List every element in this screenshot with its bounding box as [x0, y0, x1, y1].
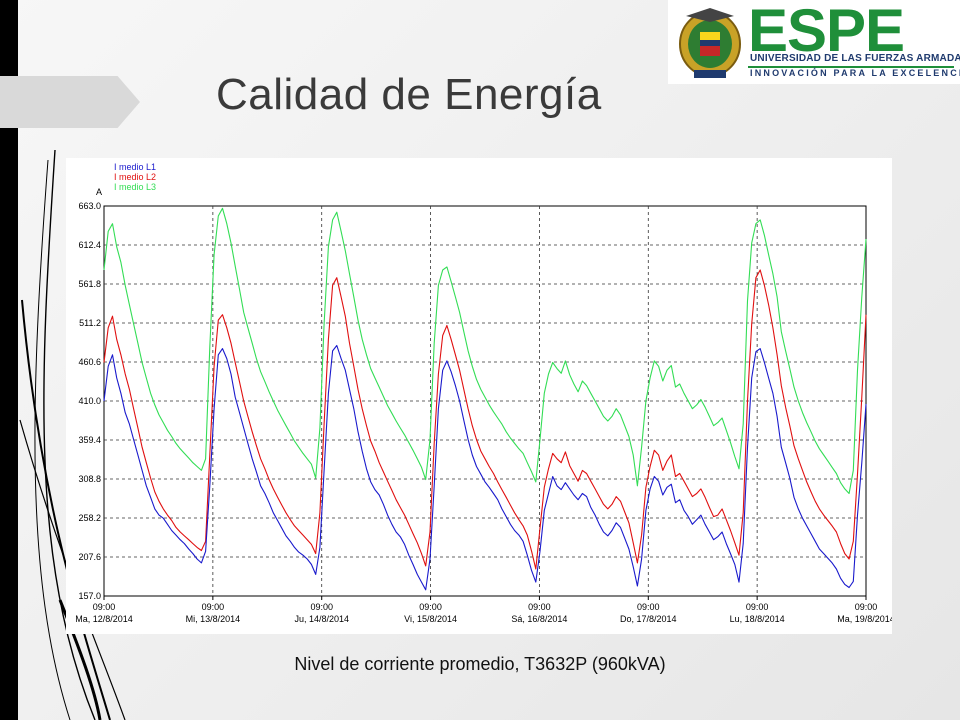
legend-entry-l1: I medio L1: [114, 162, 156, 172]
university-seal-icon: [679, 8, 741, 78]
x-tick-time-label: 09:00: [310, 602, 333, 612]
y-tick-label: 308.8: [78, 474, 101, 484]
y-tick-label: 258.2: [78, 513, 101, 523]
y-tick-label: 612.4: [78, 240, 101, 250]
legend-entry-l2: I medio L2: [114, 172, 156, 182]
x-tick-date-label: Lu, 18/8/2014: [730, 614, 785, 624]
y-tick-label: 663.0: [78, 201, 101, 211]
y-tick-label: 511.2: [79, 318, 101, 328]
x-tick-time-label: 09:00: [855, 602, 878, 612]
x-tick-time-label: 09:00: [93, 602, 116, 612]
x-tick-date-label: Ma, 19/8/2014: [837, 614, 892, 624]
logo-university-name: UNIVERSIDAD DE LAS FUERZAS ARMADAS: [750, 53, 960, 64]
x-tick-date-label: Do, 17/8/2014: [620, 614, 677, 624]
logo-rule: [748, 66, 954, 68]
x-tick-date-label: Vi, 15/8/2014: [404, 614, 457, 624]
logo-motto: INNOVACIÓN PARA LA EXCELENCIA: [750, 68, 960, 78]
x-tick-date-label: Ju, 14/8/2014: [294, 614, 349, 624]
legend-entry-l3: I medio L3: [114, 182, 156, 192]
y-axis-label: A: [96, 187, 102, 197]
x-tick-time-label: 09:00: [528, 602, 551, 612]
x-tick-time-label: 09:00: [637, 602, 660, 612]
y-tick-label: 207.6: [78, 552, 101, 562]
y-tick-label: 359.4: [78, 435, 101, 445]
espe-logo: ESPE UNIVERSIDAD DE LAS FUERZAS ARMADAS …: [668, 0, 960, 84]
x-tick-date-label: Sá, 16/8/2014: [511, 614, 567, 624]
current-line-chart: 663.0 612.4 561.8 511.2 460.6 410.0 359.4 308.8…: [75, 162, 895, 624]
y-tick-label: 410.0: [78, 396, 101, 406]
x-tick-time-label: 09:00: [746, 602, 769, 612]
series-line-l1: [103, 344, 867, 591]
chart-panel: 663.0 612.4 561.8 511.2 460.6 410.0 359.4 308.8…: [66, 158, 895, 634]
x-tick-date-label: Ma, 12/8/2014: [75, 614, 133, 624]
y-tick-label: 460.6: [78, 357, 101, 367]
chart-caption: Nivel de corriente promedio, T3632P (960…: [294, 654, 666, 674]
logo-wordmark: ESPE: [748, 0, 905, 64]
y-tick-label: 157.0: [78, 591, 101, 601]
slide-title: Calidad de Energía: [216, 70, 602, 119]
x-tick-time-label: 09:00: [419, 602, 442, 612]
x-tick-time-label: 09:00: [202, 602, 225, 612]
left-accent-bar: [0, 0, 18, 720]
series-line-l2: [103, 269, 867, 570]
series-line-l3: [103, 207, 867, 495]
y-tick-label: 561.8: [78, 279, 101, 289]
title-arrow-tab: [0, 76, 140, 128]
x-tick-date-label: Mi, 13/8/2014: [186, 614, 241, 624]
